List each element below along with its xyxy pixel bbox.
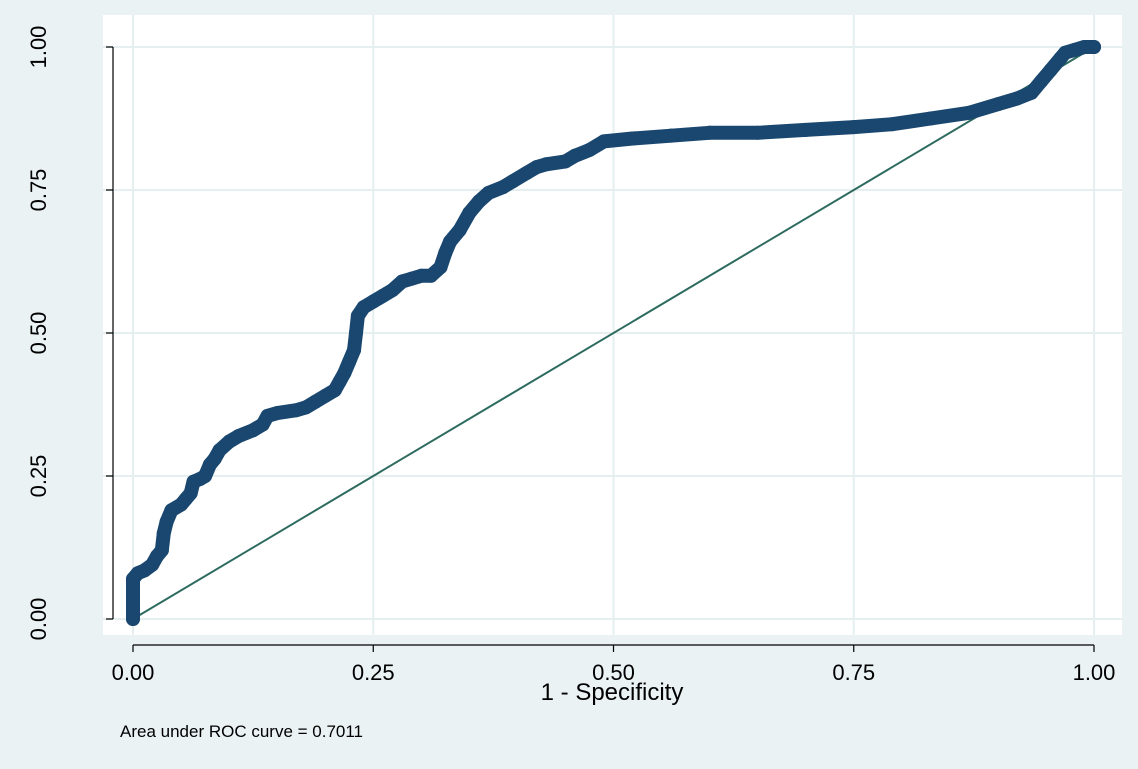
y-tick-label: 0.75 (26, 169, 51, 212)
roc-point (505, 174, 520, 189)
roc-point (664, 128, 679, 143)
roc-point (126, 583, 140, 598)
roc-point (348, 326, 363, 340)
roc-point (539, 157, 554, 172)
x-tick-label: 0.00 (112, 660, 155, 685)
x-axis-title: 1 - Specificity (541, 679, 684, 706)
ticks (106, 46, 1095, 652)
y-tick-label: 0.25 (26, 455, 51, 498)
roc-point (923, 111, 938, 126)
roc-point (423, 268, 438, 283)
roc-point (154, 543, 169, 558)
roc-point (452, 223, 467, 238)
roc-point (885, 117, 900, 132)
roc-point (798, 122, 813, 137)
y-tick-label: 1.00 (26, 26, 51, 69)
roc-point (1043, 62, 1058, 77)
y-tick-label: 0.50 (26, 312, 51, 355)
y-tick-label: 0.00 (26, 598, 51, 641)
roc-point (159, 514, 174, 529)
roc-point (990, 97, 1005, 112)
roc-point (270, 406, 285, 421)
roc-point (414, 268, 429, 283)
reference-line (132, 46, 1095, 620)
roc-point (481, 185, 496, 200)
roc-point (471, 194, 486, 209)
roc-point (198, 469, 213, 483)
roc-point (433, 260, 448, 275)
roc-point (568, 148, 583, 163)
roc-point (625, 131, 640, 146)
roc-point (1087, 40, 1101, 54)
roc-point (1010, 91, 1025, 106)
roc-point (750, 125, 765, 140)
roc-point (385, 283, 400, 298)
roc-point (596, 134, 611, 149)
series (126, 40, 1101, 626)
roc-point (231, 428, 246, 443)
roc-point (212, 443, 227, 458)
x-tick-label: 0.25 (352, 660, 395, 685)
roc-point (1077, 40, 1092, 54)
roc-point (126, 612, 140, 626)
x-tick-label: 1.00 (1073, 660, 1116, 685)
auc-note: Area under ROC curve = 0.7011 (120, 722, 363, 741)
roc-point (156, 526, 171, 541)
roc-point (337, 366, 352, 381)
roc-point (962, 105, 977, 120)
roc-point (1034, 74, 1049, 89)
x-tick-label: 0.75 (832, 660, 875, 685)
roc-point (347, 343, 362, 358)
roc-point (438, 245, 453, 260)
grid (103, 15, 1122, 635)
roc-point (1024, 85, 1039, 100)
roc-point (846, 120, 861, 135)
roc-point (702, 125, 717, 140)
roc-point (342, 354, 357, 369)
roc-point (582, 142, 597, 157)
roc-point (462, 205, 477, 220)
tick-labels: 0.00 0.25 0.50 0.75 1.00 0.00 0.25 0.50 0.75 1.00 (26, 26, 1115, 685)
roc-point (126, 600, 140, 615)
x-tick-label: 0.50 (592, 660, 635, 685)
roc-point (183, 486, 198, 501)
roc-point (443, 234, 458, 249)
